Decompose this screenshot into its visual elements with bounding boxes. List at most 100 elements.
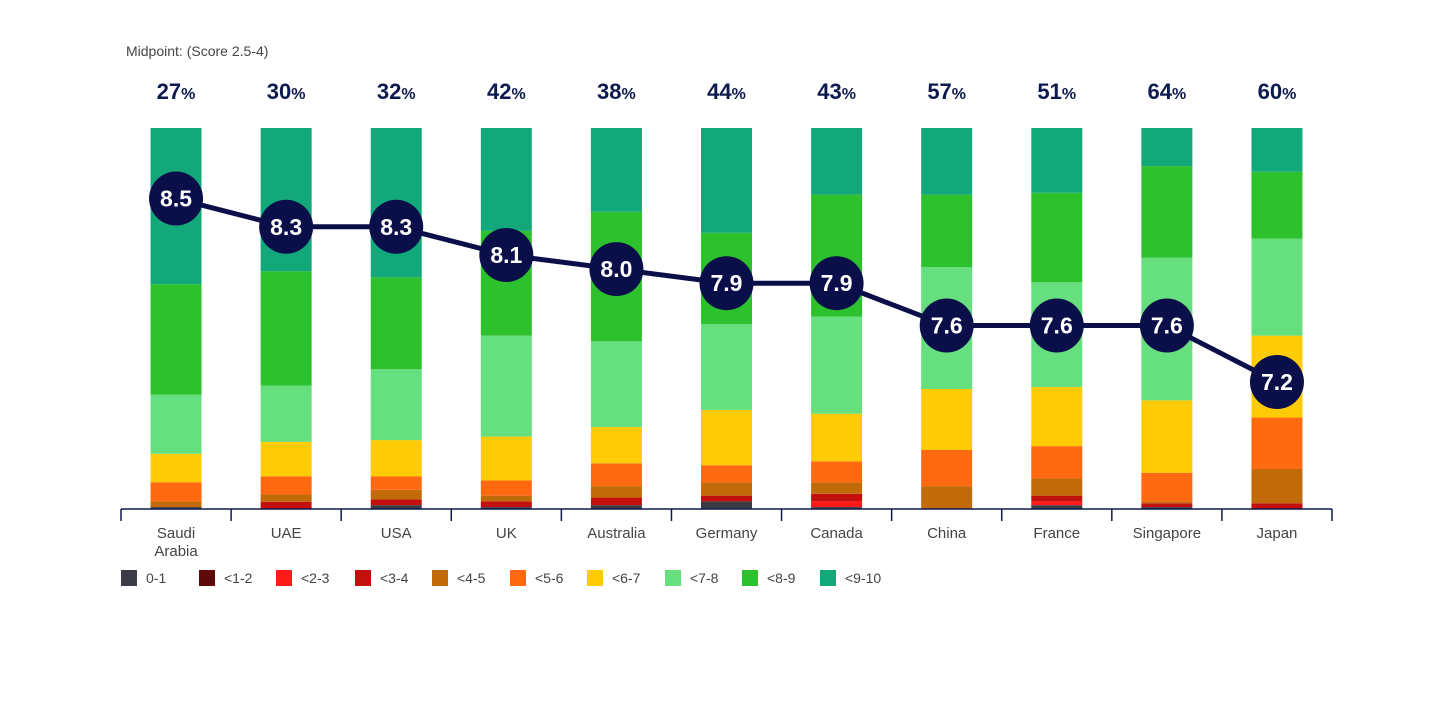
bar-segment xyxy=(370,489,422,500)
bar-segment xyxy=(590,497,642,506)
bar-segment xyxy=(480,335,532,437)
legend-label: <6-7 xyxy=(612,570,641,586)
bar-segment xyxy=(260,494,312,502)
bar-segment xyxy=(260,501,312,509)
midpoint-percent-label: 32% xyxy=(377,79,416,104)
bar-segment xyxy=(1141,501,1193,504)
bar-segment xyxy=(150,453,202,483)
average-score-marker xyxy=(1249,355,1304,409)
bar-segment xyxy=(1251,468,1303,504)
bar-segment xyxy=(701,128,752,233)
bar-segment xyxy=(1251,238,1303,336)
bar-stack xyxy=(811,128,863,509)
legend-item: <4-5 xyxy=(432,570,486,586)
category-label: Saudi Arabia xyxy=(154,525,198,560)
average-score-label: 7.9 xyxy=(711,270,743,296)
bar-segment xyxy=(701,409,752,466)
midpoint-percent-label: 64% xyxy=(1148,79,1187,104)
bar-segment xyxy=(1251,171,1303,239)
bar-segment xyxy=(811,501,863,508)
category-label: Canada xyxy=(810,525,863,542)
bar-segment xyxy=(260,476,312,495)
bar-stack xyxy=(370,128,422,509)
bar-segment xyxy=(1251,417,1303,469)
average-score-label: 8.3 xyxy=(380,214,412,240)
legend-swatch xyxy=(121,570,137,586)
midpoint-percent-label: 43% xyxy=(817,79,856,104)
bar-segment xyxy=(150,501,202,508)
average-score-marker xyxy=(149,171,204,226)
average-score-label: 7.6 xyxy=(1151,313,1183,339)
average-score-marker xyxy=(809,256,864,311)
bar-segment xyxy=(811,507,863,509)
average-score-marker xyxy=(369,199,424,254)
bar-segment xyxy=(260,385,312,442)
average-score-label: 7.2 xyxy=(1261,369,1293,395)
bar-segment xyxy=(1251,128,1303,172)
legend-label: <2-3 xyxy=(301,570,330,586)
bar-segment xyxy=(921,449,973,487)
midpoint-percent-label: 42% xyxy=(487,79,526,104)
category-label: Japan xyxy=(1257,525,1298,542)
bar-segment xyxy=(260,441,312,477)
bar-segment xyxy=(921,128,973,195)
average-score-label: 7.6 xyxy=(931,313,963,339)
bar-segment xyxy=(921,486,973,509)
average-score-marker xyxy=(479,228,534,282)
average-score-label: 8.5 xyxy=(160,186,192,212)
bar-segment xyxy=(811,482,863,494)
legend-swatch xyxy=(355,570,371,586)
bar-segment xyxy=(1031,387,1083,447)
bar-segment xyxy=(701,495,752,502)
bar-segment xyxy=(150,507,202,509)
category-label: UK xyxy=(496,525,517,542)
legend-label: <8-9 xyxy=(767,570,796,586)
bar-segment xyxy=(701,324,752,410)
bar-segment xyxy=(1141,166,1193,258)
bar-segment xyxy=(370,505,422,509)
bar-segment xyxy=(1141,400,1193,473)
midpoint-percent-label: 51% xyxy=(1037,79,1076,104)
bar-segment xyxy=(921,194,973,268)
legend-item: 0-1 xyxy=(121,570,166,586)
category-label: France xyxy=(1033,525,1080,542)
bar-segment xyxy=(370,499,422,506)
bar-stack xyxy=(590,128,642,509)
bar-segment xyxy=(701,482,752,496)
average-score-label: 8.1 xyxy=(490,242,522,268)
midpoint-caption: Midpoint: (Score 2.5-4) xyxy=(126,43,268,59)
legend-swatch xyxy=(432,570,448,586)
average-score-label: 8.0 xyxy=(600,256,632,282)
bar-segment xyxy=(811,128,863,195)
legend-swatch xyxy=(276,570,292,586)
average-score-marker xyxy=(1139,298,1194,353)
bar-segment xyxy=(1031,501,1083,506)
midpoint-percent-label: 27% xyxy=(157,79,196,104)
midpoint-percent-label: 38% xyxy=(597,79,636,104)
legend-label: <1-2 xyxy=(224,570,253,586)
bar-segment xyxy=(590,427,642,464)
bar-segment xyxy=(921,388,973,450)
average-score-marker xyxy=(919,298,974,353)
legend-item: <6-7 xyxy=(587,570,641,586)
legend-label: <3-4 xyxy=(380,570,409,586)
bar-segment xyxy=(811,461,863,483)
bar-segment xyxy=(1031,128,1083,193)
bar-stack xyxy=(1141,128,1193,509)
legend-swatch xyxy=(510,570,526,586)
legend-swatch xyxy=(587,570,603,586)
bar-segment xyxy=(370,476,422,490)
bar-stack xyxy=(260,128,312,509)
average-score-marker xyxy=(589,242,644,297)
bar-segment xyxy=(1141,507,1193,509)
average-score-line: 8.5 8.3 8.3 8.1 8.0 7.9 7.9 7.6 7.6 7.6 7.2 xyxy=(149,171,1304,409)
average-score-label: 7.9 xyxy=(821,270,853,296)
bar-segment xyxy=(701,501,752,509)
legend: 0-1 <1-2 <2-3 <3-4 <4-5 <5-6 <6-7 <7-8 <8-9 <9-10 xyxy=(121,570,881,586)
bar-segment xyxy=(1141,503,1193,508)
bar-segment xyxy=(1251,503,1303,509)
legend-label: 0-1 xyxy=(146,570,166,586)
bar-stack xyxy=(921,128,973,509)
midpoint-percent-label: 30% xyxy=(267,79,306,104)
